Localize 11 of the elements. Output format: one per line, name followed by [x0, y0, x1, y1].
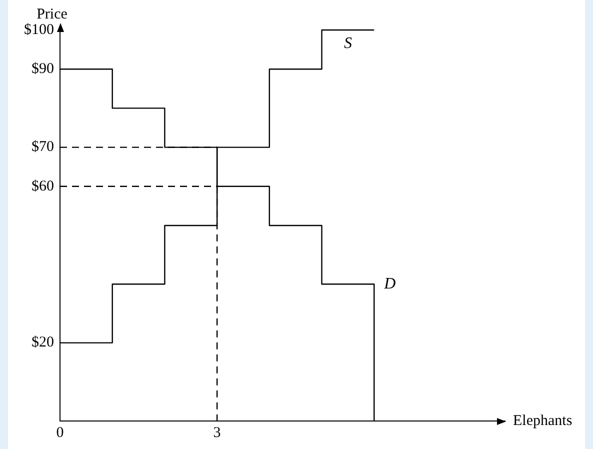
y-tick-label: $100 [24, 22, 54, 38]
x-axis-title: Elephants [513, 412, 572, 429]
x-tick-label: 3 [213, 424, 221, 441]
y-tick-label: $70 [32, 139, 54, 156]
y-tick-label: $90 [32, 61, 54, 78]
series-label: S [344, 35, 352, 52]
x-tick-label: 0 [56, 424, 64, 441]
y-tick-label: $20 [32, 334, 54, 351]
y-tick-label: $60 [32, 178, 54, 194]
series-label: D [383, 275, 396, 292]
y-axis-title: Price [36, 6, 68, 22]
